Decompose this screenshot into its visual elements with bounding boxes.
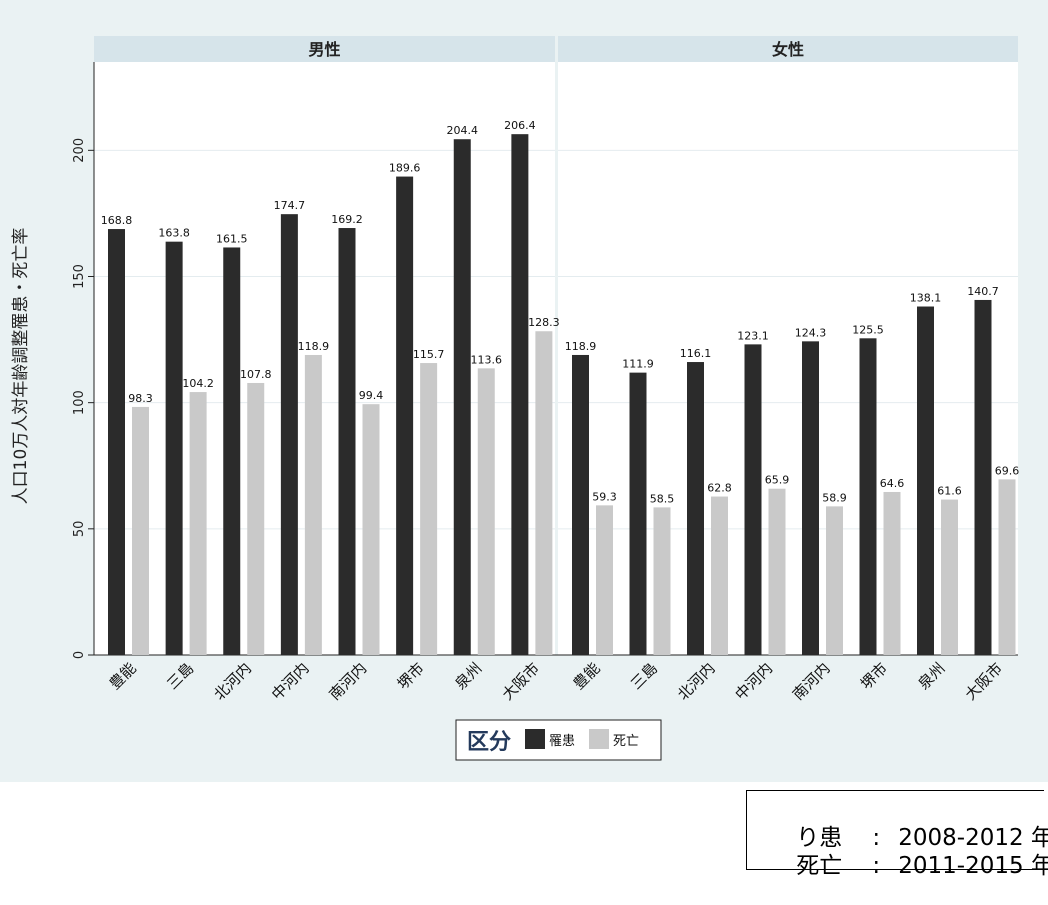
data-label-mortality: 69.6	[995, 464, 1020, 477]
data-label-mortality: 58.9	[822, 491, 847, 504]
bar-mortality	[362, 404, 380, 655]
data-label-mortality: 59.3	[592, 490, 617, 503]
legend-swatch-mortality	[589, 729, 609, 749]
bar-mortality	[998, 479, 1016, 655]
data-label-incidence: 161.5	[216, 232, 248, 245]
data-label-mortality: 118.9	[298, 340, 330, 353]
bar-mortality	[826, 506, 843, 655]
bar-incidence	[572, 354, 589, 655]
y-tick-label: 50	[72, 521, 87, 538]
data-label-mortality: 65.9	[765, 474, 790, 487]
data-label-incidence: 111.9	[622, 358, 654, 371]
legend: 区分 罹患 死亡	[455, 719, 662, 761]
data-label-incidence: 189.6	[389, 162, 421, 175]
bar-mortality	[883, 491, 901, 655]
bar-mortality	[304, 354, 322, 655]
data-label-incidence: 118.9	[565, 340, 597, 353]
period-row-incidence: り患:2008-2012 年	[767, 799, 1048, 877]
period-range: 2008-2012 年	[898, 825, 1048, 851]
chart-figure: 人口10万人対年齢調整罹患・死亡率 男性 女性 0 50 100 150 200 168.8 9…	[0, 0, 1048, 782]
bar-mortality	[941, 499, 958, 655]
legend-title: 区分	[467, 730, 511, 755]
data-label-incidence: 163.8	[158, 227, 190, 240]
panel-title: 女性	[772, 40, 804, 59]
bar-incidence	[629, 372, 647, 655]
bar-mortality	[247, 382, 265, 655]
bar-incidence	[165, 241, 183, 655]
data-label-mortality: 99.4	[359, 389, 384, 402]
bar-incidence	[859, 338, 877, 655]
y-axis-label: 人口10万人対年齢調整罹患・死亡率	[11, 228, 31, 505]
legend-swatch-incidence	[525, 729, 545, 749]
bar-mortality	[477, 368, 495, 655]
data-label-incidence: 116.1	[680, 347, 712, 360]
data-label-incidence: 123.1	[737, 329, 769, 342]
data-label-incidence: 206.4	[504, 119, 536, 132]
data-label-incidence: 140.7	[967, 285, 999, 298]
bar-incidence	[108, 229, 125, 655]
data-label-incidence: 174.7	[274, 199, 306, 212]
data-label-incidence: 169.2	[331, 213, 363, 226]
y-tick-label: 150	[72, 264, 87, 289]
data-label-mortality: 115.7	[413, 348, 445, 361]
data-label-mortality: 64.6	[880, 477, 905, 490]
legend-label-mortality: 死亡	[613, 734, 639, 749]
bar-mortality	[768, 488, 786, 655]
data-label-mortality: 104.2	[182, 377, 214, 390]
panel-title: 男性	[308, 40, 340, 59]
data-label-incidence: 204.4	[447, 124, 479, 137]
bar-incidence	[453, 139, 471, 655]
data-label-incidence: 124.3	[795, 326, 827, 339]
bar-incidence	[802, 341, 819, 655]
bar-incidence	[338, 228, 356, 656]
bar-incidence	[687, 362, 704, 655]
bar-mortality	[596, 505, 613, 655]
data-label-mortality: 62.8	[707, 482, 732, 495]
data-label-incidence: 138.1	[910, 292, 942, 305]
bar-mortality	[653, 507, 671, 655]
bar-mortality	[189, 392, 207, 655]
data-label-incidence: 168.8	[101, 214, 133, 227]
period-range: 2011-2015 年	[898, 853, 1048, 879]
data-label-mortality: 107.8	[240, 368, 272, 381]
period-label: 死亡	[796, 853, 843, 879]
legend-box	[455, 719, 662, 761]
data-label-mortality: 113.6	[471, 353, 503, 366]
bar-incidence	[744, 344, 762, 655]
chart-svg: 人口10万人対年齢調整罹患・死亡率 男性 女性 0 50 100 150 200 168.8 9…	[0, 0, 1048, 782]
bar-incidence	[223, 247, 241, 655]
bar-incidence	[511, 134, 529, 655]
bar-incidence	[917, 306, 934, 655]
period-label: り患	[796, 825, 843, 851]
data-label-mortality: 58.5	[650, 492, 675, 505]
period-colon: :	[872, 853, 881, 879]
period-colon: :	[872, 825, 881, 851]
bar-mortality	[420, 363, 438, 655]
data-label-mortality: 128.3	[528, 316, 560, 329]
bar-incidence	[396, 176, 414, 655]
data-label-incidence: 125.5	[852, 323, 884, 336]
bar-mortality	[711, 496, 728, 655]
panel-header	[558, 36, 1018, 62]
data-label-mortality: 61.6	[937, 485, 962, 498]
bar-incidence	[280, 214, 298, 656]
bar-mortality	[132, 406, 149, 655]
y-tick-label: 0	[72, 651, 87, 659]
legend-label-incidence: 罹患	[549, 734, 575, 749]
period-row-mortality: 死亡:2011-2015 年	[767, 827, 1048, 905]
panel-header	[94, 36, 555, 62]
y-tick-label: 200	[72, 138, 87, 163]
period-note: り患:2008-2012 年 死亡:2011-2015 年	[746, 790, 1048, 879]
data-label-mortality: 98.3	[128, 392, 153, 405]
y-tick-label: 100	[72, 390, 87, 415]
bar-incidence	[974, 299, 992, 655]
bar-mortality	[535, 331, 553, 655]
